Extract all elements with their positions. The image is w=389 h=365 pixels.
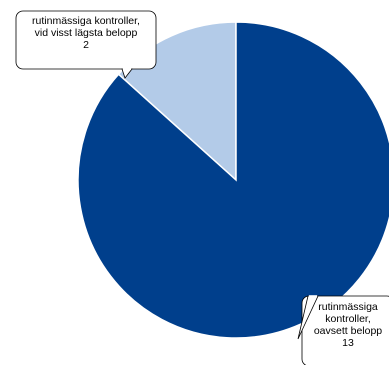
callout-box <box>15 10 157 70</box>
slice-value: 13 <box>342 337 354 349</box>
slice-label-1: rutinmässiga kontroller, vid visst lägsta… <box>15 10 157 79</box>
slice-label-2: rutinmässiga kontroller, oavsett belopp 13 <box>297 295 389 365</box>
slice-label-line: oavsett belopp <box>314 325 382 337</box>
pie-slice-2 <box>77 21 389 339</box>
pie-callouts: rutinmässiga kontroller, vid visst lägsta… <box>15 10 389 365</box>
slice-value: 2 <box>83 39 89 51</box>
slice-label-text: rutinmässiga kontroller, vid visst lägsta… <box>32 15 140 51</box>
slice-label-line: vid visst lägsta belopp <box>35 27 138 39</box>
slice-label-line: rutinmässiga <box>318 301 378 313</box>
slice-label-line: rutinmässiga kontroller, <box>32 15 140 27</box>
slice-label-line: kontroller, <box>325 313 371 325</box>
slice-label-text: rutinmässiga kontroller, oavsett belopp 13 <box>314 301 382 349</box>
